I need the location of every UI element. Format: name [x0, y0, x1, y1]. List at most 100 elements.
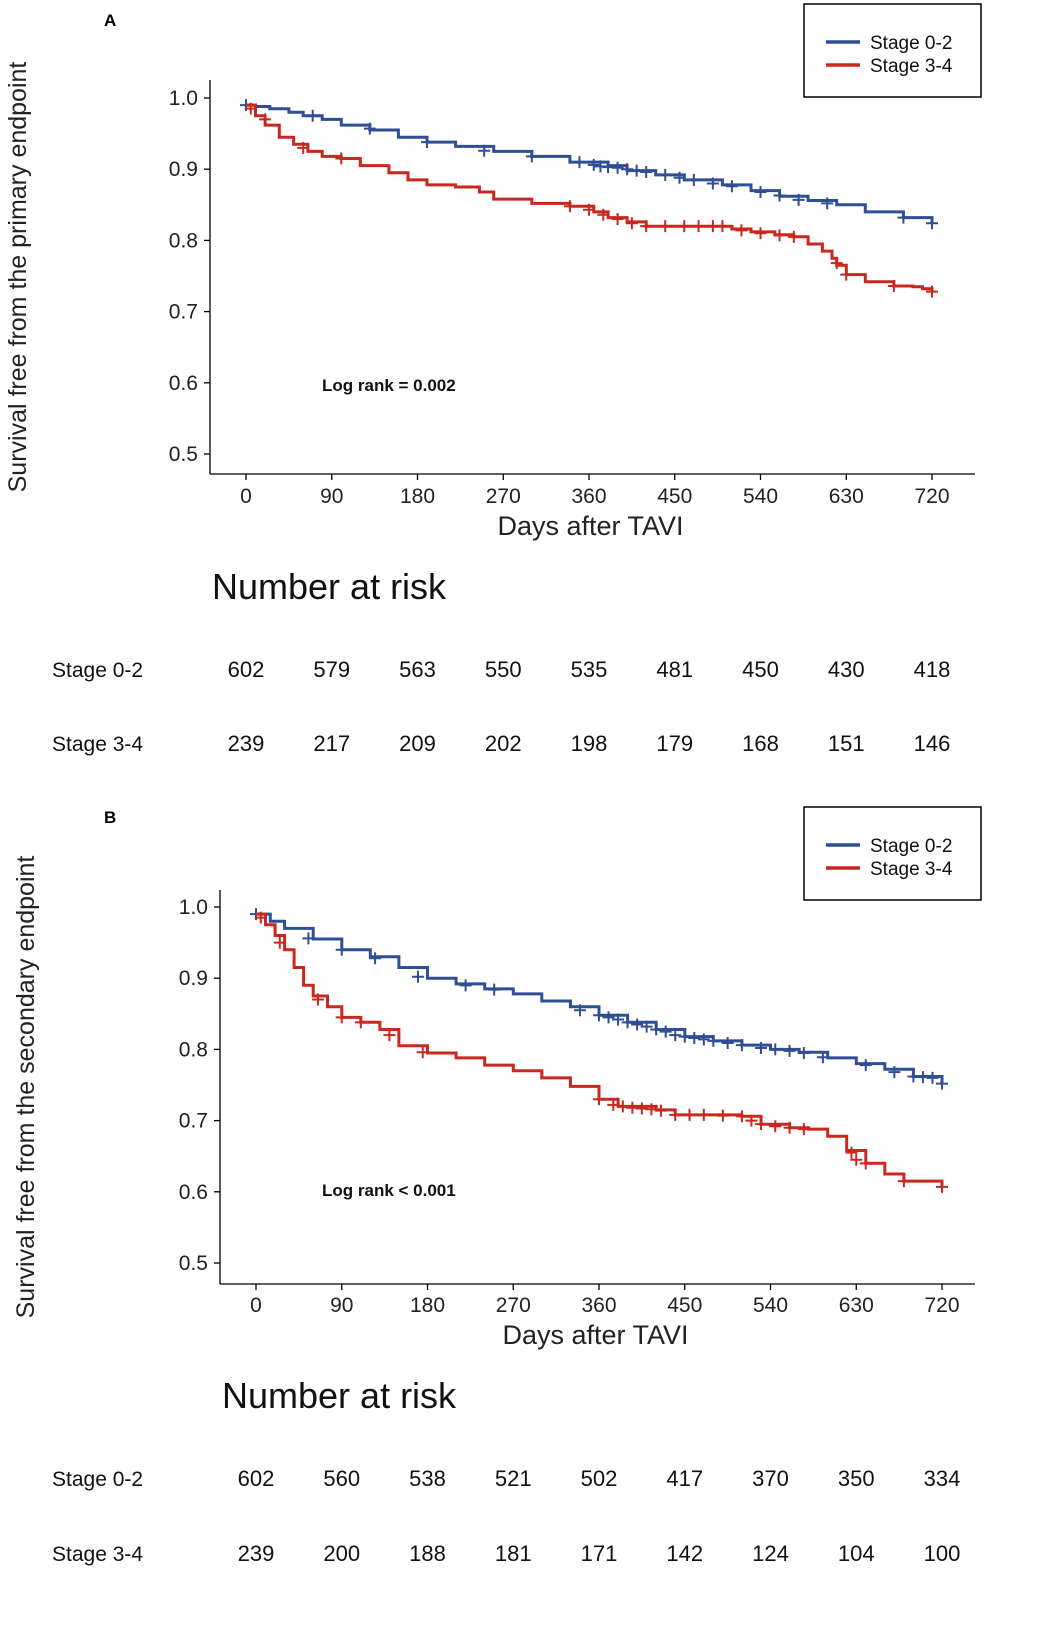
censor-mark	[721, 1036, 734, 1049]
survival-curve	[256, 912, 944, 1084]
censor-mark	[611, 161, 624, 174]
censor-mark	[650, 1023, 663, 1036]
series-stage-0-2	[240, 99, 938, 230]
censor-mark	[735, 1039, 748, 1052]
risk-count: 124	[752, 1541, 789, 1566]
censor-mark	[697, 1108, 710, 1121]
y-tick-label: 0.5	[179, 1252, 208, 1275]
x-tick-label: 0	[250, 1294, 262, 1317]
censor-mark	[354, 1016, 367, 1029]
x-tick-label: 540	[743, 485, 778, 508]
panel-letter: B	[104, 808, 116, 827]
risk-count: 202	[485, 731, 522, 756]
y-tick-label: 0.6	[169, 372, 198, 395]
censor-mark	[926, 1071, 939, 1084]
censor-mark	[678, 1030, 691, 1043]
censor-mark	[602, 1011, 615, 1024]
risk-count: 209	[399, 731, 436, 756]
x-tick-label: 630	[839, 1294, 874, 1317]
censor-mark	[783, 1121, 796, 1134]
censor-mark	[640, 220, 653, 233]
censor-mark	[573, 156, 586, 169]
legend-label: Stage 0-2	[870, 33, 952, 54]
censor-mark	[654, 1104, 667, 1117]
censor-mark	[716, 220, 729, 233]
x-tick-label: 360	[581, 1294, 616, 1317]
censor-mark	[411, 970, 424, 983]
risk-count: 430	[828, 657, 865, 682]
risk-count: 168	[742, 731, 779, 756]
y-tick-label: 0.9	[169, 158, 198, 181]
censor-mark	[697, 1033, 710, 1046]
censor-mark	[254, 911, 267, 924]
risk-count: 200	[323, 1541, 360, 1566]
censor-mark	[897, 211, 910, 224]
risk-row-label: Stage 3-4	[52, 733, 143, 756]
risk-count: 481	[656, 657, 693, 682]
censor-mark	[669, 1108, 682, 1121]
x-tick-label: 360	[571, 485, 606, 508]
risk-count: 179	[656, 731, 693, 756]
censor-mark	[735, 1110, 748, 1123]
censor-mark	[850, 1153, 863, 1166]
censor-mark	[659, 220, 672, 233]
y-tick-label: 0.7	[179, 1110, 208, 1133]
censor-mark	[273, 936, 286, 949]
censor-mark	[335, 1011, 348, 1024]
x-axis-label: Days after TAVI	[502, 1320, 688, 1350]
censor-mark	[369, 952, 382, 965]
censor-mark	[725, 180, 738, 193]
censor-mark	[416, 1046, 429, 1059]
risk-count: 146	[914, 731, 951, 756]
x-tick-label: 630	[829, 485, 864, 508]
censor-mark	[363, 122, 376, 135]
censor-mark	[640, 1020, 653, 1033]
censor-mark	[244, 102, 257, 115]
risk-table-title: Number at risk	[212, 566, 447, 607]
censor-mark	[621, 1016, 634, 1029]
censor-mark	[311, 993, 324, 1006]
censor-mark	[754, 1118, 767, 1131]
censor-mark	[478, 144, 491, 157]
censor-mark	[936, 1077, 948, 1090]
censor-mark	[659, 1025, 672, 1038]
risk-count: 370	[752, 1466, 789, 1491]
censor-mark	[593, 1009, 605, 1022]
censor-mark	[488, 983, 501, 996]
censor-mark	[769, 1043, 782, 1056]
legend-label: Stage 0-2	[870, 836, 952, 857]
survival-curve	[256, 912, 944, 1187]
censor-mark	[859, 1059, 872, 1072]
censor-mark	[659, 168, 672, 181]
censor-mark	[754, 185, 767, 198]
censor-mark	[625, 217, 638, 230]
censor-mark	[630, 164, 643, 177]
risk-count: 239	[238, 1541, 275, 1566]
censor-mark	[859, 1157, 872, 1170]
censor-mark	[888, 1066, 901, 1079]
y-tick-label: 1.0	[179, 896, 208, 919]
censor-mark	[616, 1100, 629, 1113]
risk-count: 142	[666, 1541, 703, 1566]
risk-count: 535	[571, 657, 608, 682]
log-rank-annotation: Log rank < 0.001	[322, 1181, 456, 1200]
panel-letter: A	[104, 11, 116, 30]
censor-mark	[335, 152, 348, 165]
x-tick-label: 180	[410, 1294, 445, 1317]
risk-table: Number at risk Stage 0-2 602 560 538 521 502 41…	[52, 1375, 960, 1566]
censor-mark	[926, 285, 938, 298]
y-tick-label: 0.9	[179, 967, 208, 990]
y-axis-label: Survival free from the secondary endpoin…	[12, 856, 40, 1319]
censor-mark	[297, 141, 310, 154]
x-tick-label: 540	[753, 1294, 788, 1317]
censor-mark	[645, 1103, 658, 1116]
risk-count: 563	[399, 657, 436, 682]
risk-table: Number at risk Stage 0-2 602 579 563 550 535 48…	[52, 566, 950, 756]
risk-row-label: Stage 3-4	[52, 1543, 143, 1566]
censor-mark	[621, 163, 634, 176]
censor-mark	[936, 1180, 948, 1193]
censor-mark	[926, 217, 938, 230]
x-tick-label: 270	[496, 1294, 531, 1317]
